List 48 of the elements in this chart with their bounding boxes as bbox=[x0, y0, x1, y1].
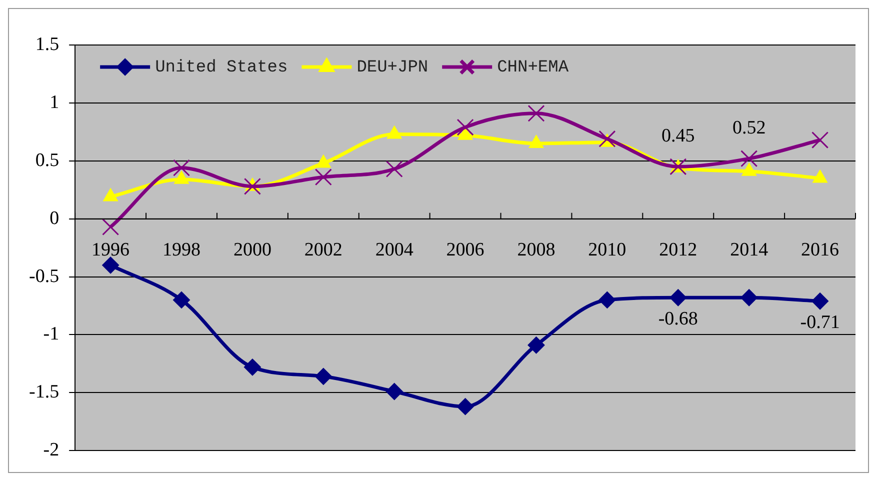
y-tick-label: 1.5 bbox=[35, 34, 60, 55]
legend-label: United States bbox=[155, 58, 288, 78]
x-tick-label: 2004 bbox=[375, 239, 414, 260]
data-label: 0.45 bbox=[662, 126, 695, 147]
point bbox=[812, 292, 829, 310]
point bbox=[740, 150, 758, 168]
point bbox=[670, 158, 687, 176]
point bbox=[173, 291, 190, 308]
point bbox=[456, 118, 474, 136]
y-tick-label: -0.5 bbox=[29, 266, 60, 287]
point bbox=[812, 132, 829, 149]
x-tick-label: 2006 bbox=[446, 239, 484, 260]
point bbox=[598, 130, 616, 148]
point bbox=[528, 104, 545, 122]
point bbox=[244, 358, 261, 376]
y-tick-label: 0 bbox=[50, 208, 60, 229]
data-label: -0.68 bbox=[658, 308, 698, 330]
point bbox=[172, 159, 190, 176]
point bbox=[740, 289, 758, 306]
point bbox=[102, 218, 120, 236]
x-tick-label: 2000 bbox=[233, 239, 272, 260]
point bbox=[456, 398, 474, 416]
point bbox=[528, 336, 545, 354]
y-tick-label: -1 bbox=[43, 324, 60, 345]
x-tick-label: 1996 bbox=[92, 239, 130, 260]
point bbox=[386, 383, 403, 400]
x-tick-label: 2002 bbox=[304, 239, 342, 260]
data-label: -0.71 bbox=[800, 312, 840, 334]
x-tick-label: 2012 bbox=[659, 239, 698, 260]
legend-label: CHN+EMA bbox=[497, 58, 570, 78]
x-tick-label: 2008 bbox=[517, 239, 556, 260]
point bbox=[670, 289, 687, 306]
point bbox=[314, 368, 332, 385]
y-tick-label: 1 bbox=[50, 92, 60, 113]
point bbox=[244, 178, 261, 195]
point bbox=[314, 168, 332, 186]
y-tick-label: -2 bbox=[43, 440, 60, 461]
point bbox=[386, 160, 403, 178]
point bbox=[598, 291, 616, 308]
legend-label: DEU+JPN bbox=[356, 58, 428, 78]
x-tick-label: 2016 bbox=[801, 239, 840, 260]
y-tick-label: 0.5 bbox=[35, 150, 60, 171]
x-tick-label: 2014 bbox=[730, 239, 769, 260]
data-label: 0.52 bbox=[732, 118, 766, 139]
x-tick-label: 1998 bbox=[162, 239, 200, 260]
y-tick-label: -1.5 bbox=[29, 382, 60, 403]
point bbox=[102, 256, 120, 274]
x-tick-label: 2010 bbox=[588, 239, 626, 260]
